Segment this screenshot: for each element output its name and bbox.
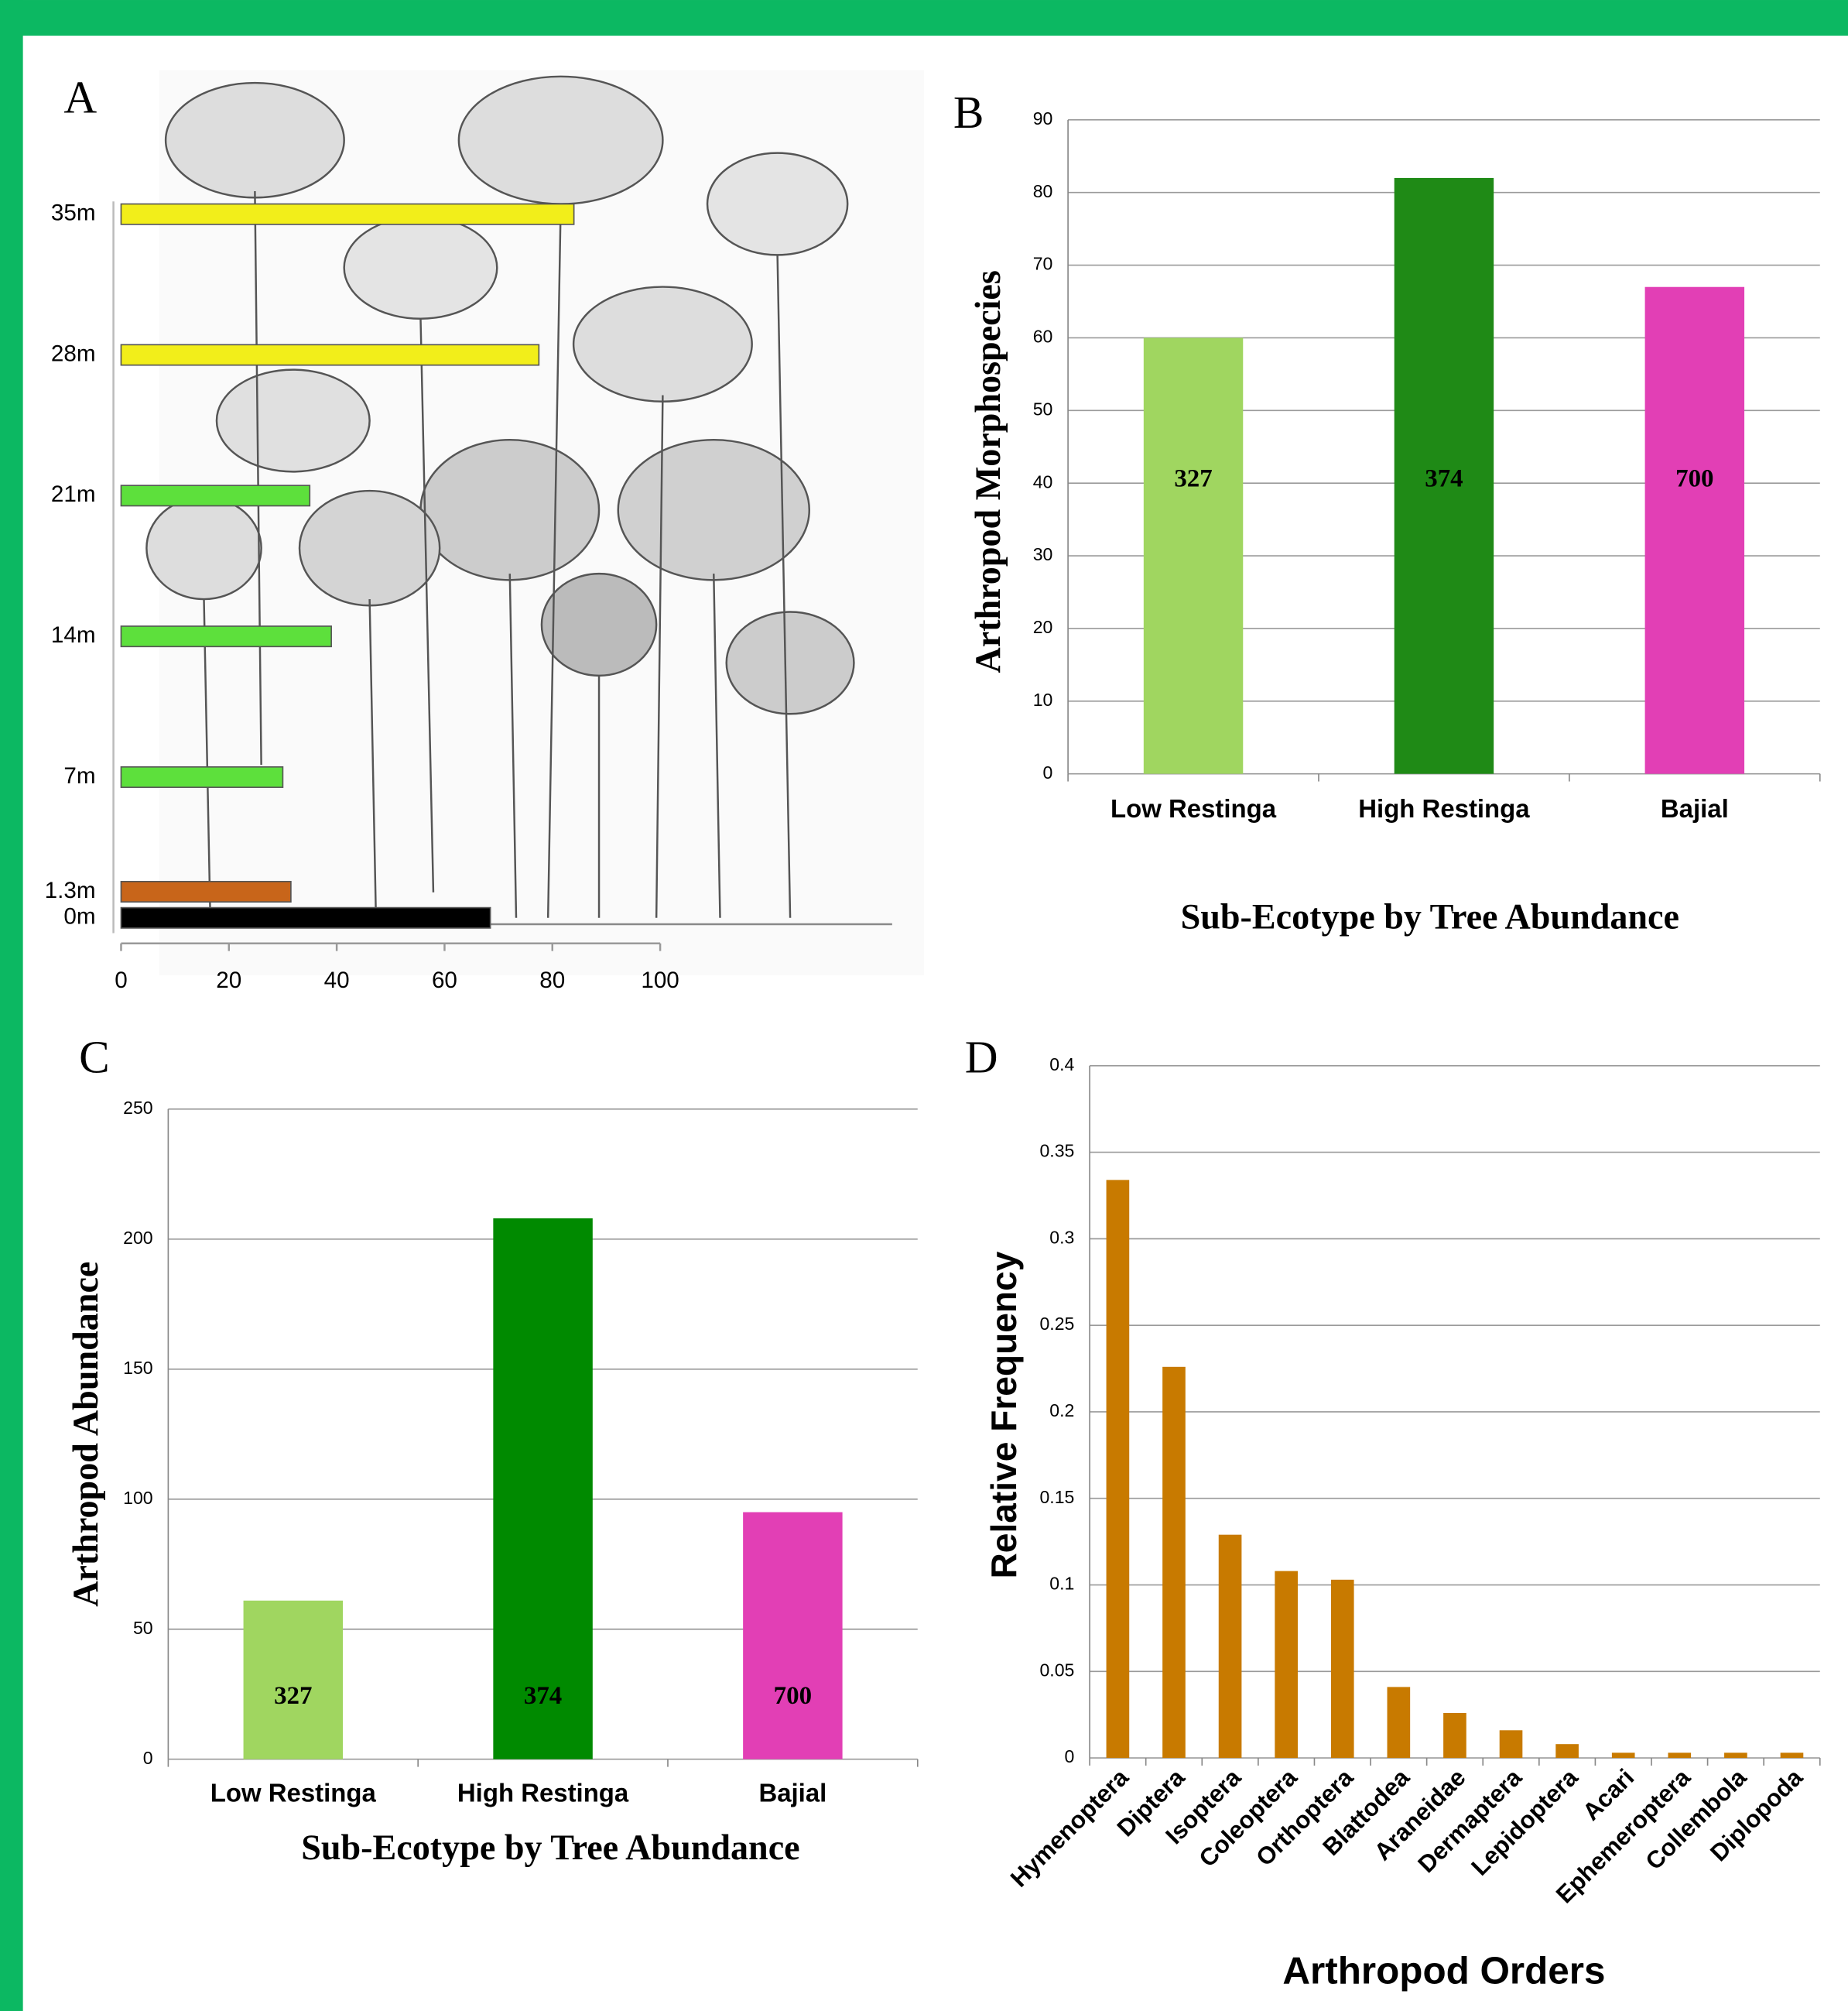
page: A 0 20 40 60 80 100 35m 28m 21m 14m 7m 1.3m0m B 0 10 20 3… [0,0,1848,2011]
bar [1555,1744,1579,1758]
y-tick-label: 200 [123,1228,152,1248]
y-axis-title: Arthropod Abundance [66,1262,105,1607]
y-tick-label: 0.1 [1049,1574,1074,1594]
panel-label: B [953,87,984,138]
y-tick-label: 0.15 [1039,1487,1074,1507]
bar [1781,1752,1804,1758]
y-tick-label: 0.4 [1049,1054,1074,1074]
panel-label: D [965,1031,998,1082]
y-tick-label: 10 [1033,690,1053,710]
bar [121,485,310,505]
y-tick-label: 40 [1033,471,1053,492]
bar [1162,1367,1186,1758]
bar [1645,287,1744,774]
y-tick-label: 1.3m [45,878,96,903]
bar-annotation: 700 [774,1682,812,1710]
x-tick-label: 40 [324,968,350,993]
x-tick-label: 80 [539,968,565,993]
y-tick-label: 250 [123,1098,152,1118]
x-tick-label: Hymenoptera [1005,1763,1134,1893]
bar [1219,1535,1242,1758]
bar [1331,1580,1354,1758]
y-tick-label: 150 [123,1358,152,1378]
bar [121,344,539,365]
y-tick-label: 50 [133,1618,153,1638]
top-border [0,0,1848,36]
bar [121,882,290,902]
y-tick-label: 70 [1033,254,1053,274]
x-axis-title: Sub-Ecotype by Tree Abundance [301,1828,799,1867]
bar [244,1601,343,1759]
y-axis-title: Relative Frequency [984,1251,1024,1578]
bar [1500,1730,1523,1758]
bar-annotation: 327 [1174,464,1212,492]
x-tick-label: Low Restinga [1111,794,1277,823]
x-axis-title: Sub-Ecotype by Tree Abundance [1181,897,1679,937]
bar [121,204,573,224]
bar-annotation: 700 [1675,464,1713,492]
x-tick-label: Bajial [1661,794,1729,823]
y-tick-label: 80 [1033,181,1053,201]
y-tick-label: 0.3 [1049,1227,1074,1247]
y-tick-label: 0 [143,1748,153,1768]
y-tick-label: 0.2 [1049,1400,1074,1420]
x-tick-label: 20 [216,968,241,993]
y-tick-label: 14m [51,622,96,648]
y-tick-label: 30 [1033,544,1053,564]
bar [743,1513,842,1759]
bar-annotation: 327 [274,1682,312,1710]
bar [1668,1752,1691,1758]
x-tick-label: High Restinga [1358,794,1530,823]
panel-label: A [63,71,97,122]
y-tick-label: 21m [51,481,96,507]
y-tick-label: 0.05 [1039,1660,1074,1680]
bar [1144,337,1243,773]
y-tick-label: 35m [51,200,96,226]
y-tick-label: 100 [123,1488,152,1508]
y-tick-label: 90 [1033,108,1053,128]
x-tick-label: 60 [432,968,457,993]
x-tick-label: 0 [115,968,127,993]
bar [493,1218,592,1759]
bar [121,767,282,787]
x-tick-label: Bajial [758,1779,826,1807]
bar-annotation: 374 [1425,464,1463,492]
y-tick-label: 0.25 [1039,1314,1074,1334]
y-tick-label: 7m [63,763,95,789]
y-tick-label: 0 [1065,1746,1075,1766]
y-tick-label: 20 [1033,617,1053,637]
figure: A 0 20 40 60 80 100 35m 28m 21m 14m 7m 1.3m0m B 0 10 20 3… [0,0,1848,2011]
y-tick-label: 60 [1033,327,1053,347]
x-tick-label: High Restinga [457,1779,629,1807]
x-axis-title: Arthropod Orders [1282,1949,1605,1992]
bar [1107,1180,1130,1758]
y-tick-label: 50 [1033,399,1053,419]
bar [1275,1571,1298,1758]
y-axis-title: Arthropod Morphospecies [968,270,1008,673]
panel-label: C [79,1031,110,1082]
bar [121,626,331,646]
bar [1388,1687,1411,1758]
bar-annotation: 374 [524,1682,562,1710]
bar [1612,1752,1635,1758]
x-tick-label: Low Restinga [210,1779,377,1807]
y-tick-label: 28m [51,341,96,366]
left-border [0,0,23,2011]
y-tick-label: 0 [1043,762,1053,783]
y-tick-label: 0.35 [1039,1141,1074,1161]
bar [1724,1752,1747,1758]
bar [121,908,490,928]
y-tick-label: 0m [63,904,95,930]
x-tick-label: 100 [641,968,679,993]
bar [1443,1713,1466,1758]
